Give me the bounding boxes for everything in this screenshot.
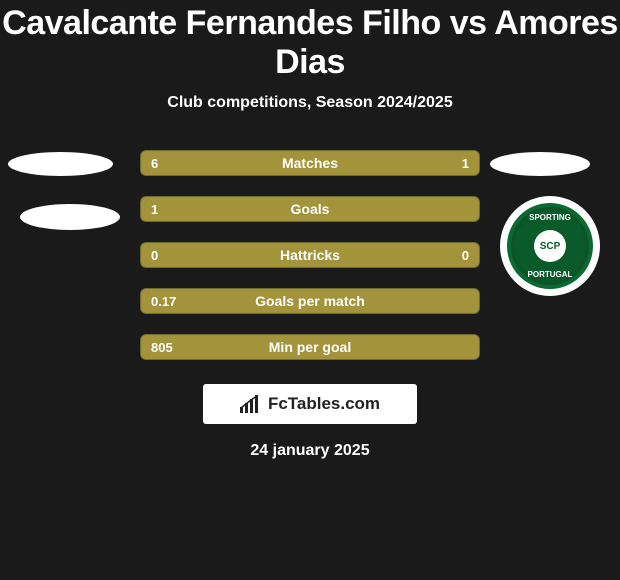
date-text: 24 january 2025 — [0, 442, 620, 460]
bar-left: 1 — [140, 196, 480, 222]
bar-wrap: 00 — [140, 242, 480, 268]
bar-wrap: 61 — [140, 150, 480, 176]
right-value: 0 — [462, 248, 469, 263]
left-value: 805 — [151, 340, 173, 355]
bar-left: 0 — [140, 242, 310, 268]
brand-text: FcTables.com — [268, 394, 380, 414]
chart-row: 10Goals — [0, 186, 620, 232]
infographic-container: Cavalcante Fernandes Filho vs Amores Dia… — [0, 0, 620, 580]
bar-wrap: 805 — [140, 334, 480, 360]
bar-right: 1 — [405, 150, 480, 176]
left-value: 6 — [151, 156, 158, 171]
brand-badge: FcTables.com — [203, 384, 417, 424]
left-value: 1 — [151, 202, 158, 217]
left-value: 0 — [151, 248, 158, 263]
bar-left: 805 — [140, 334, 480, 360]
bar-left: 6 — [140, 150, 405, 176]
subtitle: Club competitions, Season 2024/2025 — [0, 94, 620, 112]
chart-rows: 61Matches10Goals00Hattricks0.17Goals per… — [0, 140, 620, 370]
right-value: 1 — [462, 156, 469, 171]
bar-wrap: 10 — [140, 196, 480, 222]
bar-left: 0.17 — [140, 288, 480, 314]
fctables-icon — [240, 395, 262, 413]
page-title: Cavalcante Fernandes Filho vs Amores Dia… — [0, 0, 620, 82]
chart-row: 0.17Goals per match — [0, 278, 620, 324]
chart-row: 61Matches — [0, 140, 620, 186]
chart-row: 00Hattricks — [0, 232, 620, 278]
bar-wrap: 0.17 — [140, 288, 480, 314]
bar-right: 0 — [310, 242, 480, 268]
comparison-chart: SPORTING SCP PORTUGAL 61Matches10Goals00… — [0, 140, 620, 370]
chart-row: 805Min per goal — [0, 324, 620, 370]
left-value: 0.17 — [151, 294, 176, 309]
